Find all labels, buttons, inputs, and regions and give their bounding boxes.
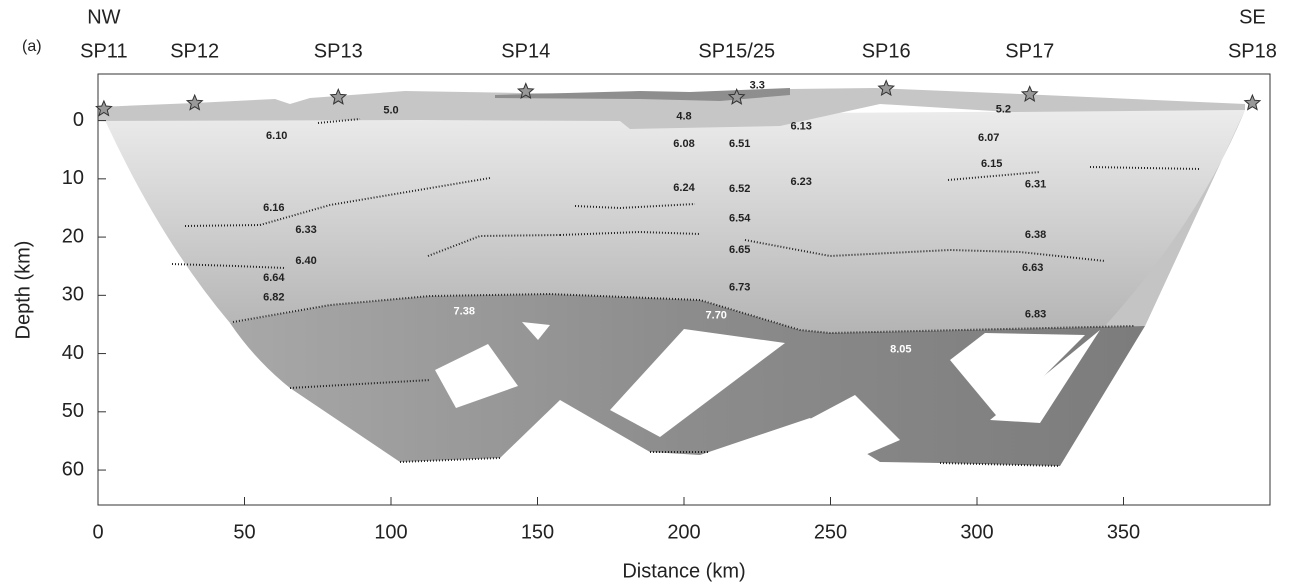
velocity-label: 6.40 bbox=[295, 255, 316, 267]
velocity-label: 6.54 bbox=[729, 212, 751, 224]
x-tick-label: 150 bbox=[521, 521, 554, 543]
velocity-label: 7.70 bbox=[706, 310, 727, 322]
velocity-label: 6.63 bbox=[1022, 262, 1043, 274]
velocity-label: 6.16 bbox=[263, 202, 284, 214]
reflector bbox=[939, 462, 1061, 467]
shot-point bbox=[185, 93, 204, 111]
shot-point-label: SP18 bbox=[1228, 40, 1277, 62]
reflector bbox=[171, 263, 286, 269]
x-tick-label: 300 bbox=[960, 521, 993, 543]
velocity-label: 6.24 bbox=[673, 182, 695, 194]
x-tick-label: 200 bbox=[667, 521, 700, 543]
reflector bbox=[1089, 166, 1201, 170]
velocity-label: 6.08 bbox=[673, 138, 694, 150]
shot-point-label: SP13 bbox=[314, 40, 363, 62]
shot-point bbox=[95, 99, 113, 117]
y-tick-label: 10 bbox=[62, 167, 84, 189]
shot-point-label: SP15/25 bbox=[698, 40, 775, 62]
y-axis-label: Depth (km) bbox=[12, 241, 34, 340]
velocity-label: 6.31 bbox=[1025, 179, 1046, 191]
reflector bbox=[317, 118, 361, 124]
velocity-label: 6.64 bbox=[263, 272, 285, 284]
x-tick-label: 0 bbox=[92, 521, 103, 543]
end-label: NW bbox=[87, 6, 120, 28]
shot-point-label: SP16 bbox=[862, 40, 911, 62]
panel-label: (a) bbox=[22, 38, 42, 55]
end-label: SE bbox=[1239, 6, 1266, 28]
velocity-label: 6.10 bbox=[266, 130, 287, 142]
crust-layer bbox=[104, 110, 1245, 333]
shot-point bbox=[877, 79, 896, 97]
y-tick-label: 20 bbox=[62, 225, 84, 247]
velocity-label: 6.13 bbox=[790, 120, 811, 132]
sediment-layer bbox=[98, 88, 1245, 129]
velocity-label: 6.73 bbox=[729, 282, 750, 294]
shot-point bbox=[1020, 85, 1039, 102]
velocity-label: 7.38 bbox=[454, 306, 475, 318]
shot-point-label: SP12 bbox=[170, 40, 219, 62]
reflector bbox=[427, 234, 561, 257]
reflector bbox=[184, 177, 491, 227]
velocity-label: 5.2 bbox=[996, 103, 1011, 115]
velocity-label: 6.07 bbox=[978, 132, 999, 144]
velocity-label: 4.8 bbox=[676, 110, 691, 122]
reflector bbox=[744, 239, 1106, 262]
y-tick-label: 30 bbox=[62, 284, 84, 306]
velocity-label: 8.05 bbox=[890, 343, 911, 355]
shot-point bbox=[516, 82, 535, 99]
velocity-label: 6.23 bbox=[790, 176, 811, 188]
mantle-gap bbox=[610, 329, 785, 437]
y-tick-label: 40 bbox=[62, 342, 84, 364]
mantle-gap bbox=[990, 330, 1100, 423]
shot-point bbox=[329, 88, 348, 105]
velocity-label: 6.51 bbox=[729, 138, 750, 150]
velocity-label: 6.38 bbox=[1025, 229, 1046, 241]
velocity-label: 6.52 bbox=[729, 183, 750, 195]
velocity-label: 6.33 bbox=[295, 224, 316, 236]
reflector bbox=[574, 203, 696, 210]
y-tick-label: 60 bbox=[62, 458, 84, 480]
velocity-label: 6.15 bbox=[981, 158, 1002, 170]
velocity-label: 3.3 bbox=[750, 80, 765, 92]
model bbox=[98, 88, 1245, 467]
x-tick-label: 100 bbox=[374, 521, 407, 543]
mantle-gap bbox=[522, 322, 550, 340]
velocity-label: 6.83 bbox=[1025, 308, 1046, 320]
y-tick-label: 50 bbox=[62, 400, 84, 422]
x-tick-label: 50 bbox=[233, 521, 255, 543]
velocity-label: 6.82 bbox=[263, 292, 284, 304]
x-tick-label: 250 bbox=[814, 521, 847, 543]
shot-point-label: SP17 bbox=[1005, 40, 1054, 62]
shot-point-label: SP14 bbox=[501, 40, 550, 62]
mantle-gap bbox=[808, 395, 900, 455]
shot-point bbox=[1243, 93, 1262, 111]
x-tick-label: 350 bbox=[1107, 521, 1140, 543]
reflector bbox=[559, 230, 701, 236]
velocity-label: 5.0 bbox=[383, 105, 398, 117]
shot-point-label: SP11 bbox=[80, 40, 127, 62]
shot-point bbox=[727, 88, 746, 105]
mantle-gap bbox=[435, 344, 518, 408]
y-tick-label: 0 bbox=[73, 109, 84, 131]
x-axis-label: Distance (km) bbox=[622, 560, 745, 582]
reflector bbox=[947, 171, 1041, 181]
velocity-label: 6.65 bbox=[729, 244, 750, 256]
mantle-gap bbox=[950, 333, 1085, 420]
reflector bbox=[232, 292, 1136, 335]
upper-sediment bbox=[495, 88, 790, 101]
